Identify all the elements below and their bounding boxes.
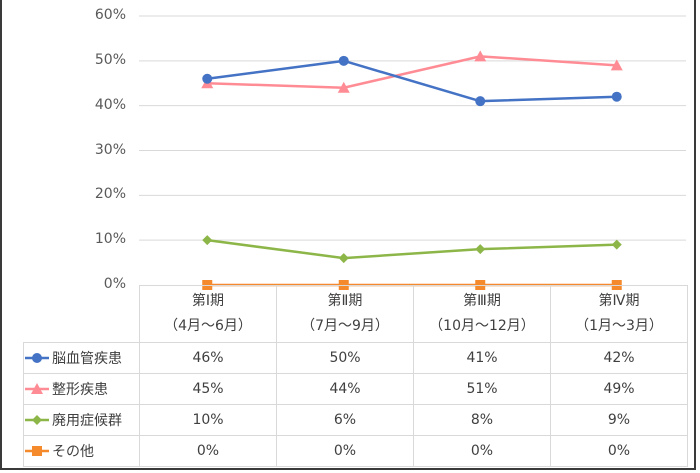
y-tick-label: 20% xyxy=(94,186,126,203)
series-diamond xyxy=(202,235,622,264)
series-name: 廃用症候群 xyxy=(52,413,122,429)
series-triangle xyxy=(201,50,623,93)
value-cell: 41% xyxy=(413,342,551,374)
y-tick-label: 50% xyxy=(94,51,126,68)
data-table: 第Ⅰ期 （4月〜6月） 第Ⅱ期 （7月〜9月） 第Ⅲ期 （10月〜12月） 第Ⅳ期 （1月〜3… xyxy=(23,285,688,467)
value-cell: 8% xyxy=(413,404,551,436)
table-row: その他 0% 0% 0% 0% xyxy=(23,435,688,467)
legend-entry: 整形疾患 xyxy=(23,373,140,405)
value-cell: 6% xyxy=(276,404,414,436)
value-cell: 51% xyxy=(413,373,551,405)
legend-diamond-icon xyxy=(25,415,49,425)
legend-entry: その他 xyxy=(23,435,140,467)
category-header: 第Ⅳ期 （1月〜3月） xyxy=(550,285,688,343)
value-cell: 10% xyxy=(139,404,277,436)
value-cell: 46% xyxy=(139,342,277,374)
value-cell: 44% xyxy=(276,373,414,405)
category-header: 第Ⅲ期 （10月〜12月） xyxy=(413,285,551,343)
value-cell: 49% xyxy=(550,373,688,405)
value-cell: 9% xyxy=(550,404,688,436)
series-name: 整形疾患 xyxy=(52,382,108,398)
category-period: （10月〜12月） xyxy=(429,318,535,334)
y-tick-label: 30% xyxy=(94,141,126,158)
value-cell: 42% xyxy=(550,342,688,374)
legend-entry: 廃用症候群 xyxy=(23,404,140,436)
category-label: 第Ⅳ期 xyxy=(598,293,640,309)
legend-circle-icon xyxy=(25,353,49,363)
value-cell: 0% xyxy=(276,435,414,467)
y-tick-label: 60% xyxy=(94,7,126,23)
table-row: 廃用症候群 10% 6% 8% 9% xyxy=(23,404,688,436)
category-label: 第Ⅱ期 xyxy=(327,293,363,309)
value-cell: 0% xyxy=(413,435,551,467)
table-row: 整形疾患 45% 44% 51% 49% xyxy=(23,373,688,405)
legend-entry: 脳血管疾患 xyxy=(23,342,140,374)
value-cell: 45% xyxy=(139,373,277,405)
category-label: 第Ⅲ期 xyxy=(463,293,501,309)
category-header: 第Ⅱ期 （7月〜9月） xyxy=(276,285,414,343)
category-header: 第Ⅰ期 （4月〜6月） xyxy=(139,285,277,343)
series-name: 脳血管疾患 xyxy=(52,351,122,367)
category-label: 第Ⅰ期 xyxy=(191,293,225,309)
legend-square-icon xyxy=(25,446,49,456)
y-tick-label: 10% xyxy=(94,231,126,248)
value-cell: 0% xyxy=(139,435,277,467)
legend-triangle-icon xyxy=(25,383,49,394)
category-period: （7月〜9月） xyxy=(301,318,389,334)
y-tick-label: 0% xyxy=(103,276,126,292)
category-period: （4月〜6月） xyxy=(164,318,252,334)
series-name: その他 xyxy=(52,444,94,460)
value-cell: 50% xyxy=(276,342,414,374)
table-row: 脳血管疾患 46% 50% 41% 42% xyxy=(23,342,688,374)
category-period: （1月〜3月） xyxy=(575,318,663,334)
series-circle xyxy=(202,55,622,107)
value-cell: 0% xyxy=(550,435,688,467)
y-tick-label: 40% xyxy=(94,96,126,113)
